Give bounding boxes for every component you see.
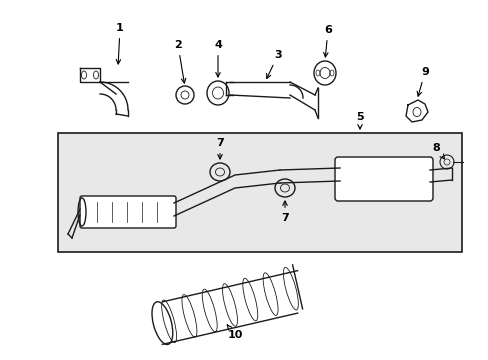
Text: 7: 7 [216,138,224,159]
Text: 6: 6 [323,25,331,57]
FancyBboxPatch shape [334,157,432,201]
Bar [58,133,461,252]
Text: 4: 4 [214,40,222,77]
Text: 7: 7 [281,201,288,223]
Text: 1: 1 [116,23,123,64]
Text: 2: 2 [174,40,185,83]
Text: 10: 10 [227,325,242,340]
Text: 8: 8 [431,143,444,159]
Text: 5: 5 [355,112,363,122]
FancyBboxPatch shape [80,196,176,228]
Text: 3: 3 [266,50,281,78]
Text: 9: 9 [416,67,428,96]
